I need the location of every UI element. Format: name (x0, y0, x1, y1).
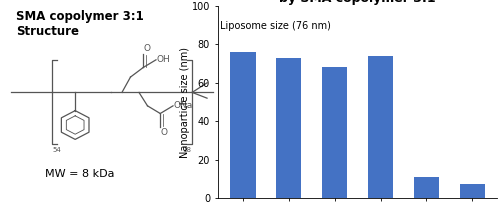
Text: O: O (160, 128, 168, 137)
Bar (460, 184, 485, 198)
Text: 18: 18 (182, 147, 191, 153)
Text: OH: OH (156, 55, 170, 64)
Text: ONa: ONa (174, 101, 193, 110)
Y-axis label: Nanoparticle size (nm): Nanoparticle size (nm) (180, 47, 190, 157)
Text: MW = 8 kDa: MW = 8 kDa (44, 169, 114, 179)
Title: DOPC liposome solubilization
by SMA copolymer 3:1: DOPC liposome solubilization by SMA copo… (256, 0, 460, 5)
Text: Liposome size (76 nm): Liposome size (76 nm) (220, 21, 332, 31)
Bar (368, 56, 393, 198)
Bar (414, 177, 439, 198)
Text: 54: 54 (53, 147, 62, 153)
Text: O: O (144, 44, 150, 53)
Bar (322, 68, 347, 198)
Bar (276, 58, 301, 198)
Text: SMA copolymer 3:1
Structure: SMA copolymer 3:1 Structure (16, 10, 144, 38)
Bar (230, 52, 256, 198)
